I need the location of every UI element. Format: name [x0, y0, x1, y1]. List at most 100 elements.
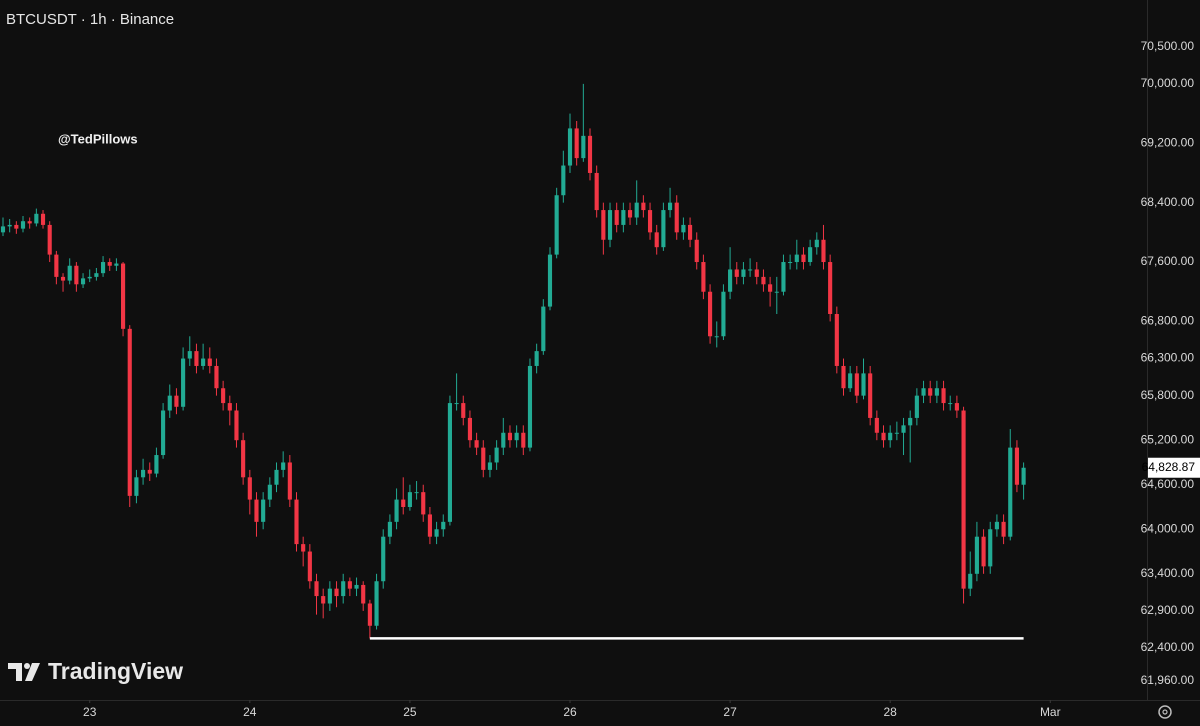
y-tick-label: 65,800.00 — [1141, 388, 1195, 402]
candle-body — [314, 581, 319, 597]
candle-body — [321, 596, 326, 604]
candle-body — [40, 213, 46, 225]
candle-body — [594, 172, 599, 211]
candle-body — [948, 403, 953, 405]
candle-body — [547, 254, 553, 307]
candle-body — [127, 328, 132, 496]
candle-body — [7, 224, 12, 227]
candle-body — [861, 373, 866, 396]
candle-body — [467, 417, 473, 441]
y-tick-label: 63,400.00 — [1141, 566, 1195, 580]
candle-body — [181, 358, 186, 407]
candle-body — [554, 195, 559, 255]
x-tick-label: 25 — [403, 705, 417, 719]
y-tick-label: 66,300.00 — [1141, 351, 1195, 365]
settings-icon-core[interactable] — [1162, 709, 1168, 715]
candle-body — [187, 351, 192, 359]
candle-body — [241, 440, 246, 478]
candle-body — [441, 521, 446, 530]
candle-body — [374, 581, 379, 626]
candle-body — [881, 432, 886, 441]
candle-body — [934, 388, 939, 396]
candle-body — [587, 135, 593, 173]
candle-body — [107, 262, 112, 266]
candle-body — [674, 202, 679, 233]
y-tick-label: 65,200.00 — [1141, 432, 1195, 446]
candle-body — [721, 291, 726, 337]
candle-body — [87, 276, 92, 279]
candle-body — [774, 291, 779, 293]
candle-body — [828, 262, 833, 314]
candle-body — [621, 210, 626, 225]
candle-body — [647, 210, 653, 233]
candle-body — [114, 263, 119, 266]
candle-body — [794, 254, 799, 263]
candle-body — [914, 395, 919, 418]
candle-body — [1014, 447, 1019, 485]
y-tick-label: 70,000.00 — [1141, 76, 1195, 90]
candle-body — [327, 588, 332, 604]
candle-body — [741, 269, 746, 277]
candle-body — [227, 403, 232, 411]
candle-body — [421, 492, 426, 515]
candle-body — [214, 365, 219, 389]
candle-body — [834, 313, 839, 366]
candle-body — [514, 432, 519, 441]
candle-body — [381, 536, 386, 582]
candle-body — [667, 202, 673, 211]
last-price-box — [1148, 457, 1200, 478]
candle-body — [768, 284, 773, 292]
watermark-handle: @TedPillows — [58, 131, 138, 146]
candle-body — [387, 521, 392, 537]
candle-body — [301, 544, 306, 552]
candle-body — [954, 403, 959, 411]
candle-body — [194, 351, 199, 366]
candle-body — [154, 455, 159, 474]
candle-body — [981, 536, 986, 567]
y-tick-label: 68,400.00 — [1141, 195, 1195, 209]
candle-body — [394, 499, 399, 522]
logo-icon — [8, 663, 22, 681]
candle-body — [701, 262, 706, 292]
candle-body — [67, 265, 72, 281]
candle-body — [161, 410, 166, 456]
candle-body — [354, 584, 359, 589]
candle-body — [361, 584, 366, 604]
y-tick-label: 64,000.00 — [1141, 521, 1195, 535]
candle-body — [254, 499, 259, 522]
candle-body — [414, 492, 419, 494]
x-tick-label: Mar — [1040, 705, 1061, 719]
candle-body — [20, 221, 26, 229]
candle-body — [281, 462, 286, 470]
settings-button[interactable] — [1158, 705, 1172, 719]
candle-body — [734, 269, 739, 277]
candle-body — [974, 536, 979, 574]
candle-body — [961, 410, 966, 589]
brand-name: TradingView — [48, 658, 183, 684]
candle-body — [527, 365, 533, 448]
candle-body — [434, 529, 439, 537]
settings-icon[interactable] — [1158, 705, 1172, 719]
candle-body — [507, 432, 513, 441]
chart-title: BTCUSDT · 1h · Binance — [6, 11, 174, 28]
candle-body — [694, 239, 699, 263]
candle-body — [888, 432, 893, 441]
candle-body — [634, 202, 639, 218]
y-tick-label: 64,600.00 — [1141, 477, 1195, 491]
candle-body — [841, 365, 846, 389]
candle-body — [147, 469, 152, 474]
candle-body — [47, 224, 52, 255]
candle-body — [74, 265, 79, 285]
y-tick-label: 62,400.00 — [1141, 640, 1195, 654]
last-price-label: 64,828.87 — [1142, 460, 1196, 474]
candle-body — [1021, 467, 1026, 485]
candle-body — [708, 291, 713, 337]
candle-body — [601, 210, 606, 240]
candle-body — [60, 276, 66, 281]
y-tick-label: 67,600.00 — [1141, 254, 1195, 268]
y-tick-label: 61,960.00 — [1141, 673, 1195, 687]
candle-body — [641, 202, 646, 211]
candle-body — [121, 263, 126, 329]
